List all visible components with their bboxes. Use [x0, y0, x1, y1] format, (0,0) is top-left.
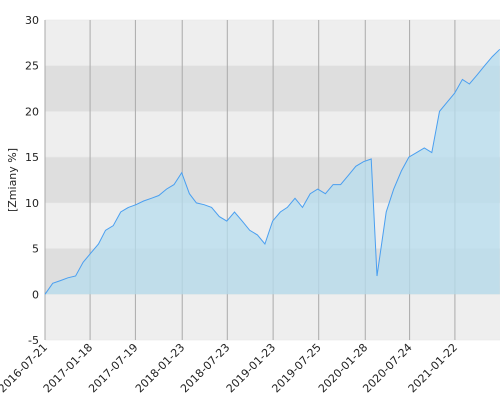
grid-band: [45, 294, 500, 340]
grid-band: [45, 20, 500, 66]
y-tick-label: 5: [32, 243, 39, 256]
line: [44, 48, 500, 295]
area-fill: [45, 49, 500, 295]
x-tick-label: 2017-07-19: [86, 341, 140, 395]
y-tick-label: -5: [28, 334, 39, 347]
y-tick-label: 15: [25, 151, 39, 164]
y-tick-label: 30: [25, 14, 39, 27]
y-tick-label: 0: [32, 288, 39, 301]
x-tick-label: 2021-01-22: [406, 341, 460, 395]
y-tick-label: 25: [25, 60, 39, 73]
y-tick-label: 20: [25, 105, 39, 118]
y-axis-label: [Zmiany %]: [6, 148, 19, 212]
grid-band: [45, 65, 500, 112]
y-tick-label: 10: [25, 197, 39, 210]
